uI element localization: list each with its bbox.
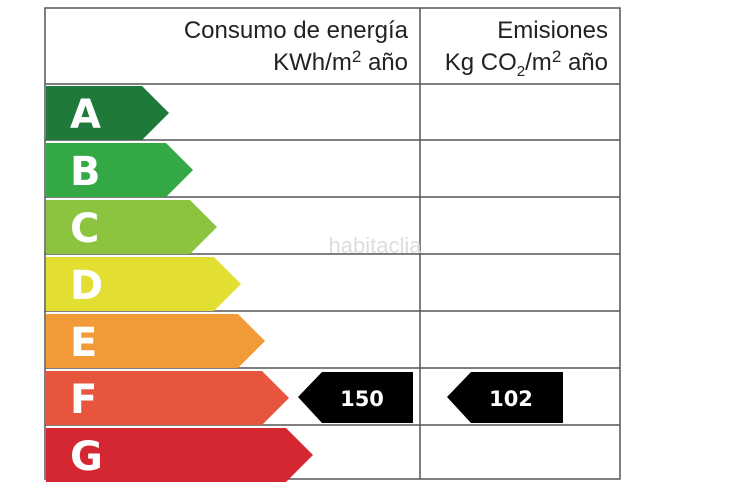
class-bar-e xyxy=(46,314,265,368)
class-letter-e: E xyxy=(70,320,97,366)
class-letter-d: D xyxy=(70,263,103,309)
class-bar-c xyxy=(46,200,217,254)
class-letter-a: A xyxy=(70,92,101,138)
emisiones-unit-b: /m xyxy=(525,49,552,76)
emisiones-value: 102 xyxy=(489,387,533,411)
class-letter-g: G xyxy=(70,434,103,480)
emisiones-unit: Kg CO2/m2 año xyxy=(445,47,608,80)
emisiones-unit-sup: 2 xyxy=(552,47,561,66)
emisiones-indicator-arrow xyxy=(447,372,563,423)
class-letter-c: C xyxy=(70,206,99,252)
consumo-indicator-arrow xyxy=(298,372,413,423)
consumo-title: Consumo de energía xyxy=(184,17,409,44)
watermark-text: habitaclia xyxy=(329,233,423,258)
class-bar-a xyxy=(46,86,169,140)
consumo-header: Consumo de energía KWh/m2 año xyxy=(184,17,409,76)
consumo-unit: KWh/m2 año xyxy=(273,47,408,76)
consumo-unit-sup: 2 xyxy=(352,47,361,66)
consumo-value: 150 xyxy=(340,387,384,411)
emisiones-unit-a: Kg CO xyxy=(445,49,517,76)
consumo-unit-tail: año xyxy=(361,49,408,76)
emisiones-indicator: 102 xyxy=(447,372,563,423)
emisiones-title: Emisiones xyxy=(497,17,608,44)
class-bar-d xyxy=(46,257,241,311)
class-letter-f: F xyxy=(70,377,97,423)
class-bar-g xyxy=(46,428,313,482)
class-letter-b: B xyxy=(70,149,101,195)
consumo-indicator: 150 xyxy=(298,372,413,423)
emisiones-unit-tail: año xyxy=(561,49,608,76)
class-bar-f xyxy=(46,371,289,425)
class-bar-b xyxy=(46,143,193,197)
emisiones-header: Emisiones Kg CO2/m2 año xyxy=(445,17,608,80)
consumo-unit-base: KWh/m xyxy=(273,49,352,76)
emisiones-unit-sub: 2 xyxy=(517,63,525,80)
